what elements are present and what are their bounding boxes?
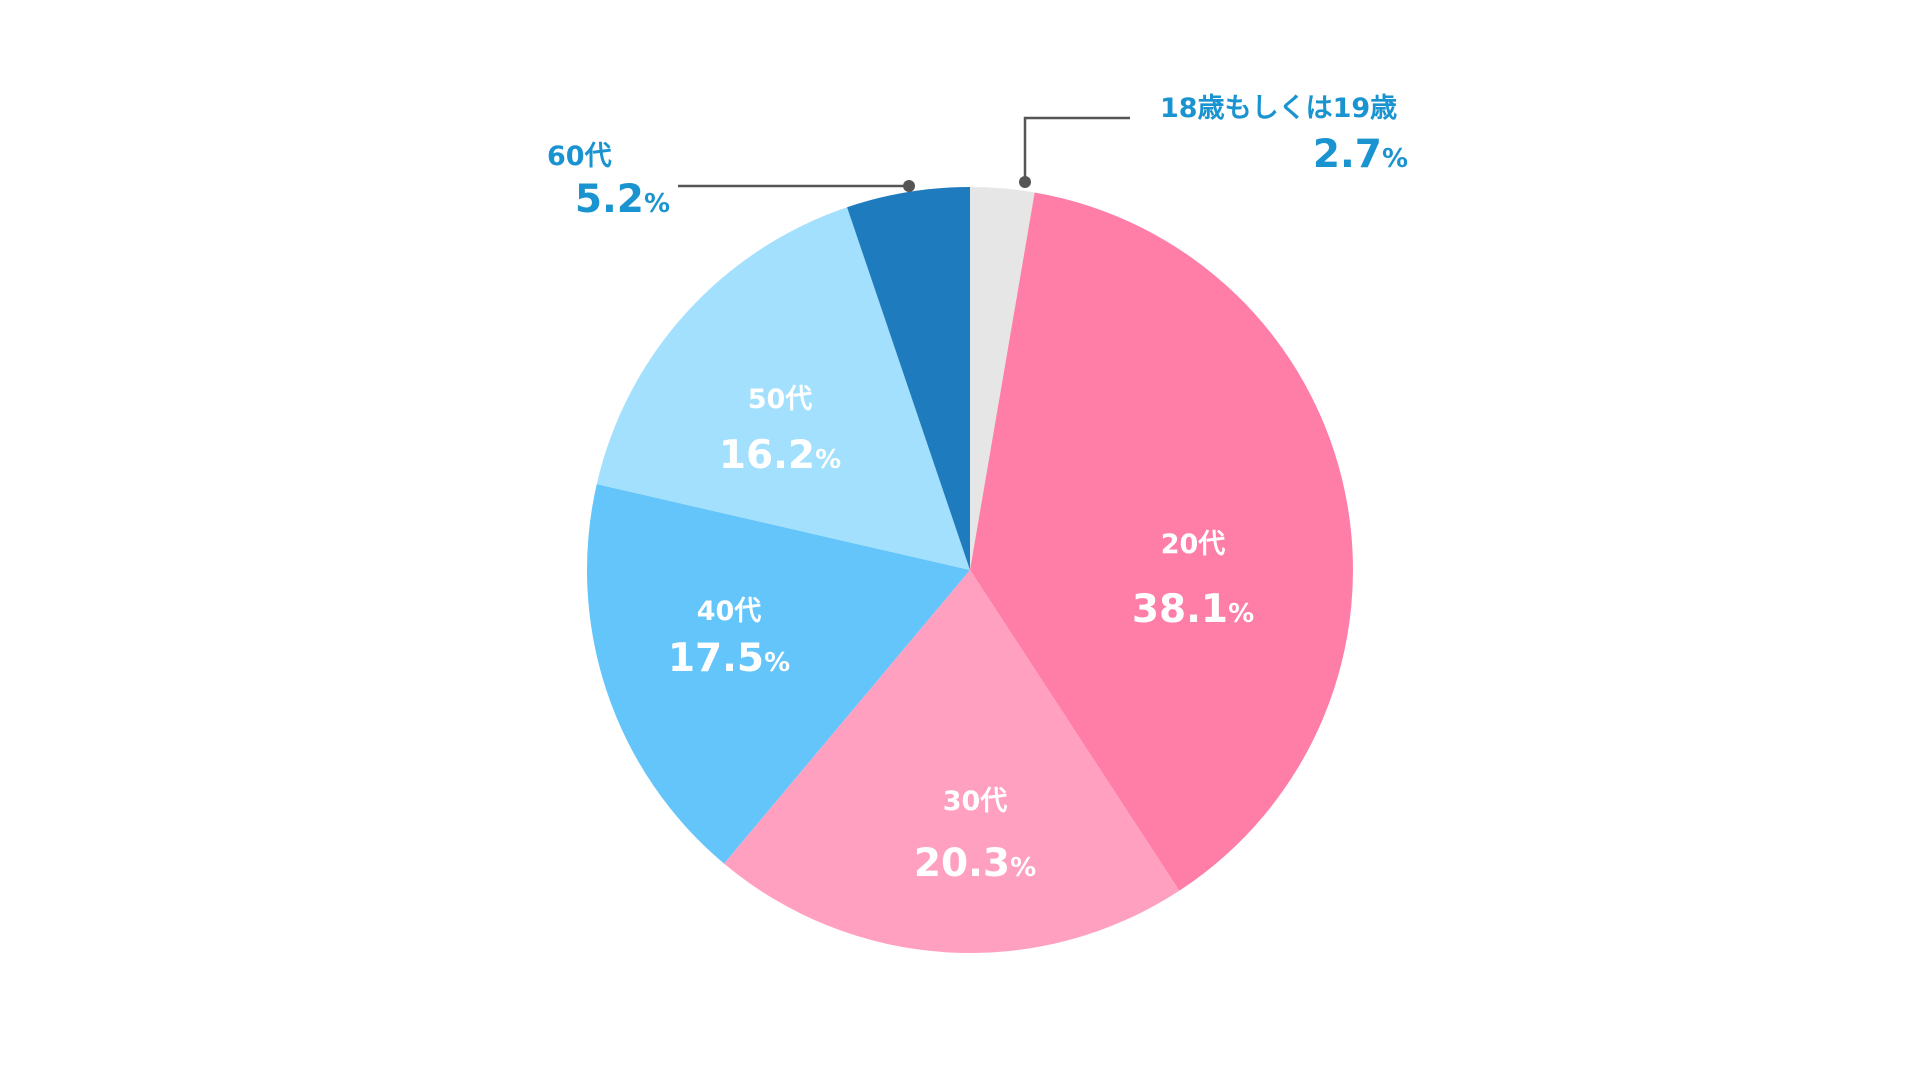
- slice-value-number: 2.7: [1313, 132, 1382, 177]
- pie-slice-4: [596, 207, 970, 570]
- pie-slice-0: [970, 187, 1035, 570]
- slice-value-label: 16.2%: [719, 433, 841, 478]
- slice-value-label: 2.7%: [1313, 132, 1408, 177]
- slice-value-number: 16.2: [719, 433, 815, 478]
- pie-slice-5: [847, 187, 970, 570]
- slice-value-number: 5.2: [575, 177, 644, 222]
- slice-value-unit: %: [1010, 853, 1036, 883]
- slice-value-label: 17.5%: [668, 636, 790, 681]
- slice-value-label: 38.1%: [1132, 587, 1254, 632]
- slice-category-label: 30代: [943, 786, 1008, 817]
- slice-value-unit: %: [1382, 144, 1408, 174]
- slice-value-unit: %: [644, 189, 670, 219]
- slice-value-label: 5.2%: [575, 177, 670, 222]
- slice-value-number: 20.3: [914, 841, 1010, 886]
- leader-line-0: [1023, 116, 1130, 182]
- slice-category-label: 60代: [547, 141, 612, 172]
- slice-category-label: 20代: [1161, 529, 1226, 560]
- slice-value-number: 38.1: [1132, 587, 1228, 632]
- slice-value-label: 20.3%: [914, 841, 1036, 886]
- slice-value-unit: %: [764, 648, 790, 678]
- slice-category-label: 18歳もしくは19歳: [1160, 93, 1397, 124]
- pie-slice-3: [587, 484, 970, 864]
- slice-value-unit: %: [815, 445, 841, 475]
- slice-value-unit: %: [1228, 599, 1254, 629]
- leader-dot-5: [903, 180, 915, 192]
- slice-value-number: 17.5: [668, 636, 764, 681]
- slice-labels: 18歳もしくは19歳2.7%20代38.1%30代20.3%40代17.5%50…: [547, 93, 1408, 886]
- leader-dot-0: [1019, 176, 1031, 188]
- leader-lines: [678, 116, 1130, 192]
- slice-category-label: 40代: [697, 596, 762, 627]
- pie-slice-1: [970, 192, 1353, 891]
- pie-slices: [587, 187, 1353, 953]
- pie-slice-2: [724, 570, 1180, 953]
- slice-category-label: 50代: [748, 384, 813, 415]
